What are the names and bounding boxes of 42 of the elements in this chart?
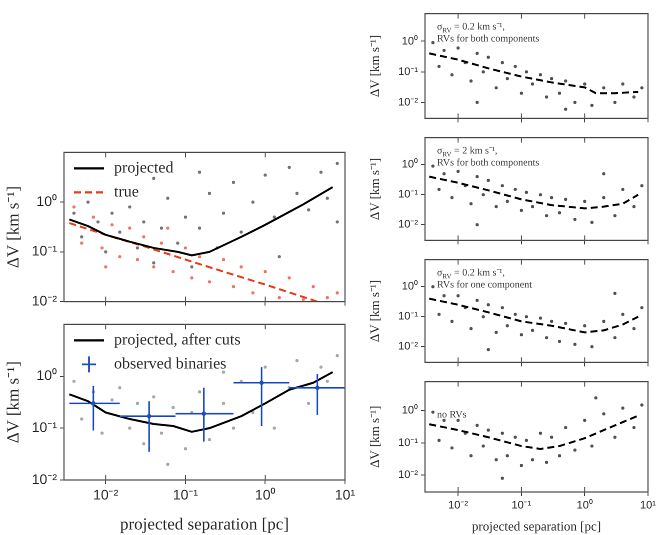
y-tick-label: 10⁻¹ <box>398 66 418 78</box>
y-axis-title: ΔV [km s⁻¹] <box>367 280 382 342</box>
y-axis-title: ΔV [km s⁻¹] <box>367 406 382 468</box>
y-axis-title: ΔV [km s⁻¹] <box>367 158 382 220</box>
y-tick-label: 10⁻¹ <box>32 418 58 435</box>
x-axis-title: projected separation [pc] <box>472 518 602 534</box>
legend-label: true <box>114 184 139 201</box>
y-tick-label: 10⁻² <box>398 469 418 482</box>
legend-label: observed binaries <box>114 356 226 373</box>
x-tick-label: 10⁻² <box>93 486 119 502</box>
x-tick-label: 10⁻² <box>448 500 468 512</box>
y-tick-label: 10⁻¹ <box>398 310 418 323</box>
y-tick-label: 10⁻¹ <box>398 436 418 449</box>
annotation: no RVs <box>437 410 467 421</box>
x-tick-label: 10¹ <box>640 500 656 512</box>
x-tick-label: 10¹ <box>334 486 356 502</box>
y-tick-label: 10⁻² <box>398 96 418 108</box>
y-tick-label: 10⁻² <box>398 218 418 231</box>
y-tick-label: 10⁰ <box>402 404 418 417</box>
y-tick-label: 10⁰ <box>36 192 57 209</box>
y-tick-label: 10⁰ <box>402 34 418 48</box>
x-tick-label: 10⁻¹ <box>511 500 532 512</box>
y-tick-label: 10⁻¹ <box>398 188 418 201</box>
legend-label: projected <box>114 160 174 177</box>
annotation: RVs for both components <box>437 158 540 169</box>
y-tick-label: 10⁰ <box>402 158 418 171</box>
y-axis-title: ΔV [km s⁻¹] <box>367 34 382 98</box>
y-axis-title: ΔV [km s⁻¹] <box>4 186 23 268</box>
y-tick-label: 10⁻² <box>32 292 58 308</box>
legend-label: projected, after cuts <box>114 332 241 349</box>
x-axis-title: projected separation [pc] <box>120 514 289 534</box>
y-tick-label: 10⁻² <box>32 470 58 487</box>
annotation: RVs for one component <box>437 280 532 291</box>
x-tick-label: 10⁰ <box>254 486 276 502</box>
annotation: RVs for both components <box>437 34 540 45</box>
y-tick-label: 10⁻¹ <box>32 242 58 259</box>
y-axis-title: ΔV [km s⁻¹] <box>4 361 23 444</box>
y-tick-label: 10⁰ <box>402 280 418 293</box>
x-tick-label: 10⁻¹ <box>172 486 198 502</box>
y-tick-label: 10⁻² <box>398 340 418 353</box>
x-tick-label: 10⁰ <box>576 498 593 512</box>
y-tick-label: 10⁰ <box>36 367 57 384</box>
